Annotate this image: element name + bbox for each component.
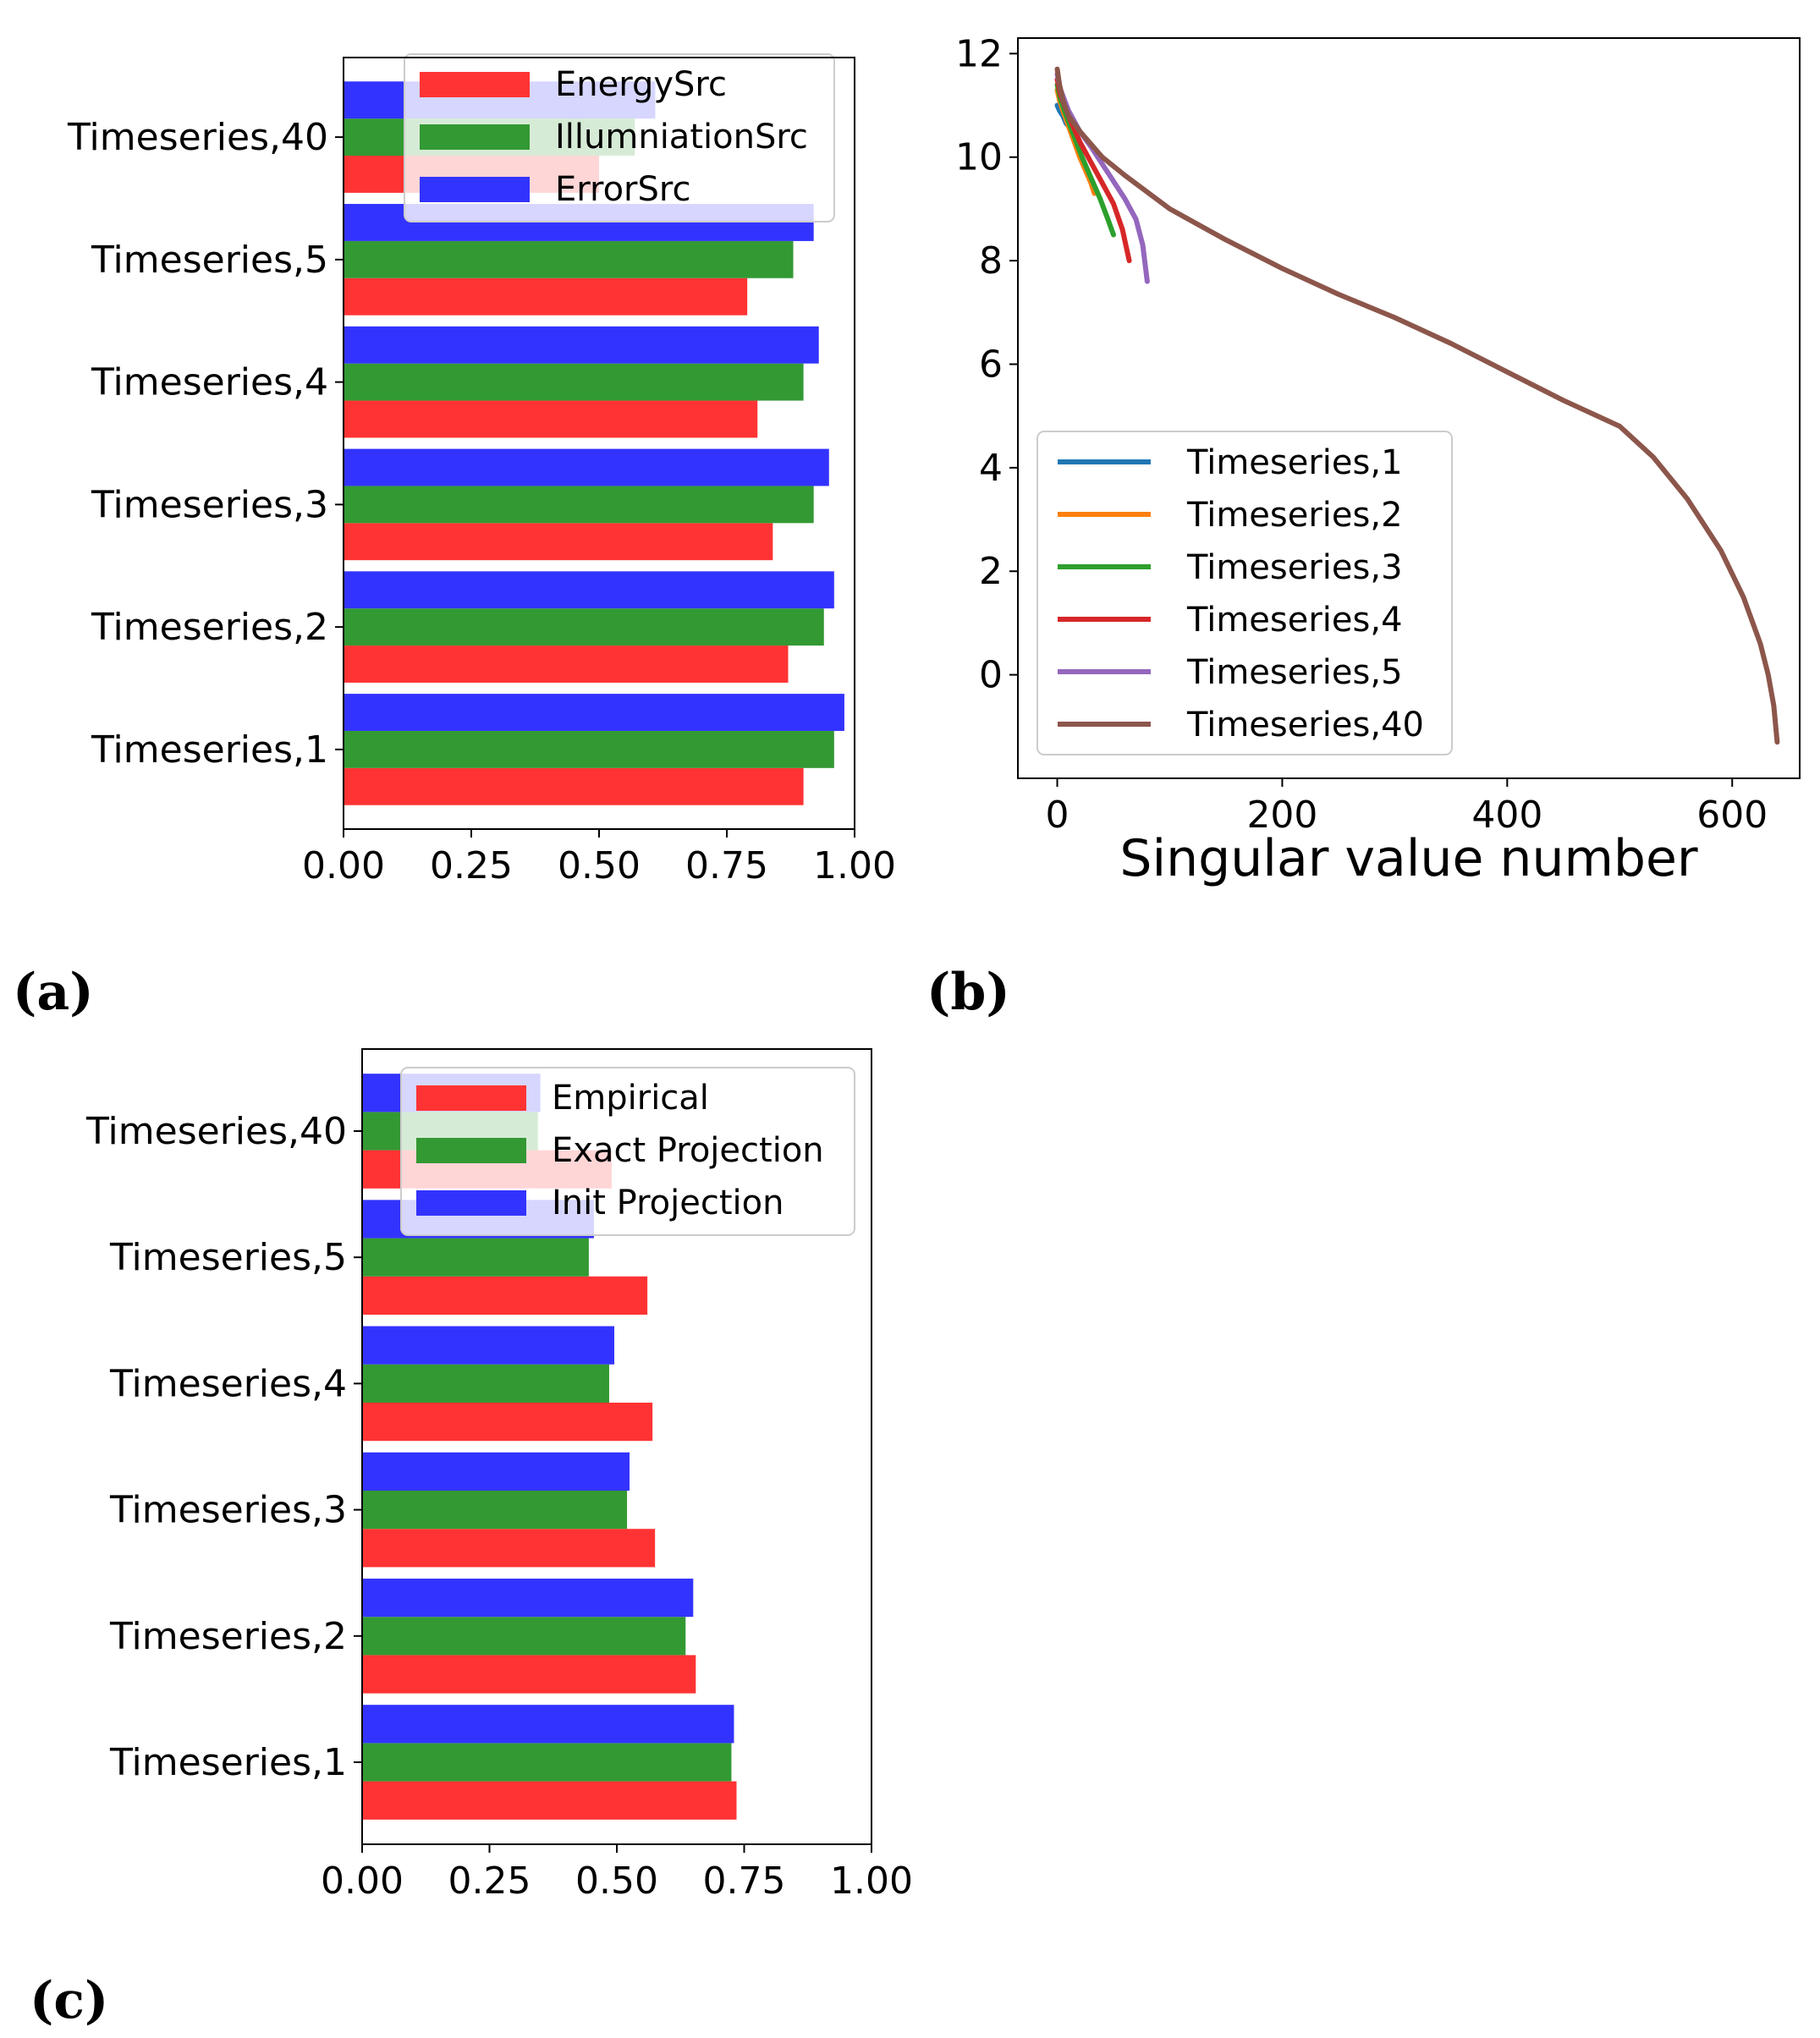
legend-entry: ErrorSrc — [555, 170, 690, 209]
y-tick-label: Timeseries,4 — [91, 361, 328, 404]
bar-illumniationsrc-2 — [344, 608, 824, 646]
bar-exact-projection-2 — [362, 1617, 686, 1656]
x-axis-label: Singular value number — [1119, 829, 1698, 888]
x-tick-label: 0.75 — [685, 844, 768, 887]
legend: EnergySrc IllumniationSrc ErrorSrc — [404, 53, 835, 222]
bar-exact-projection-1 — [362, 1743, 732, 1782]
legend-entry: IllumniationSrc — [555, 118, 808, 157]
bar-energysrc-2 — [344, 645, 789, 683]
bar-illumniationsrc-4 — [344, 363, 804, 401]
y-tick-label: Timeseries,3 — [109, 1489, 347, 1532]
legend-entry: EnergySrc — [555, 65, 727, 104]
bar-energysrc-1 — [344, 767, 804, 805]
legend-swatch — [416, 1190, 526, 1216]
bar-illumniationsrc-1 — [344, 730, 834, 768]
legend-swatch — [420, 124, 530, 150]
y-tick-label: Timeseries,5 — [91, 239, 328, 282]
legend-entry: Timeseries,1 — [1186, 443, 1403, 482]
y-tick-label: Timeseries,1 — [109, 1741, 347, 1784]
y-tick-label: Timeseries,2 — [109, 1615, 347, 1658]
x-tick-label: 0 — [1046, 794, 1069, 837]
bar-empirical-2 — [362, 1655, 696, 1694]
bar-errorsrc-4 — [344, 326, 819, 364]
x-tick-label: 0.50 — [558, 844, 641, 887]
bar-errorsrc-2 — [344, 571, 834, 609]
plot-frame — [1017, 37, 1801, 779]
bar-exact-projection-4 — [362, 1364, 609, 1404]
y-tick-label: 6 — [979, 343, 1003, 386]
legend-swatch — [420, 72, 530, 97]
bar-exact-projection-3 — [362, 1490, 628, 1530]
bar-energysrc-4 — [344, 400, 758, 438]
y-tick-label: Timeseries,40 — [67, 116, 328, 159]
bar-empirical-3 — [362, 1529, 656, 1568]
bar-energysrc-5 — [344, 277, 748, 316]
y-tick-label: Timeseries,40 — [85, 1110, 347, 1153]
bar-errorsrc-3 — [344, 448, 829, 486]
x-tick-label: 400 — [1471, 794, 1542, 837]
legend: Timeseries,1 Timeseries,2 Timeseries,3 Time… — [1036, 431, 1453, 755]
x-tick-label: 0.00 — [302, 844, 385, 887]
bar-empirical-1 — [362, 1781, 737, 1820]
bar-init-projection-4 — [362, 1326, 614, 1365]
legend-swatch — [416, 1085, 526, 1111]
legend-entry: Empirical — [552, 1079, 709, 1118]
bar-illumniationsrc-5 — [344, 240, 794, 278]
y-tick-label: Timeseries,2 — [91, 606, 328, 649]
y-tick-label: 4 — [979, 447, 1003, 490]
legend-entry: Exact Projection — [552, 1131, 824, 1170]
legend-swatch — [420, 177, 530, 202]
x-tick-label: 200 — [1246, 794, 1317, 837]
legend-entry: Timeseries,5 — [1186, 653, 1403, 692]
chart-c: Timeseries,1 Timeseries,2 Timeseries,3 Time… — [85, 1048, 913, 1903]
y-tick-label: Timeseries,3 — [91, 483, 328, 526]
x-tick-label: 0.50 — [575, 1859, 658, 1903]
x-tick-label: 1.00 — [830, 1859, 913, 1903]
y-tick-label: 8 — [979, 239, 1003, 283]
bar-illumniationsrc-3 — [344, 486, 814, 524]
x-tick-label: 600 — [1696, 794, 1768, 837]
bar-errorsrc-1 — [344, 694, 844, 731]
legend-entry: Timeseries,2 — [1186, 496, 1403, 535]
x-tick-label: 0.75 — [703, 1859, 786, 1903]
legend-entry: Init Projection — [552, 1184, 784, 1222]
y-tick-label: 12 — [955, 32, 1003, 75]
chart-b: 0 200 400 600 0 2 4 6 8 10 12 Singular value number… — [955, 32, 1801, 888]
y-tick-label: 2 — [979, 550, 1003, 593]
y-tick-label: Timeseries,1 — [91, 728, 328, 772]
panel-label-a: (a) — [13, 963, 94, 1022]
bar-energysrc-3 — [344, 523, 773, 561]
y-tick-label: 0 — [979, 654, 1003, 697]
y-tick-label: Timeseries,5 — [109, 1236, 347, 1279]
bar-empirical-5 — [362, 1276, 648, 1316]
bar-empirical-4 — [362, 1403, 653, 1442]
x-tick-label: 0.25 — [448, 1859, 531, 1903]
legend: Empirical Exact Projection Init Projection — [400, 1067, 855, 1236]
y-tick-label: Timeseries,4 — [109, 1362, 347, 1405]
y-tick-label: 10 — [955, 136, 1003, 179]
panel-label-c: (c) — [30, 1971, 108, 2030]
bar-init-projection-3 — [362, 1452, 630, 1491]
legend-entry: Timeseries,3 — [1186, 548, 1403, 587]
legend-entry: Timeseries,40 — [1186, 706, 1424, 744]
panel-label-b: (b) — [926, 963, 1010, 1022]
bar-init-projection-2 — [362, 1578, 694, 1618]
bar-init-projection-1 — [362, 1705, 734, 1744]
line-timeseries-40 — [1054, 66, 1780, 745]
chart-a: Timeseries,1 Timeseries,2 Timeseries,3 Time… — [67, 53, 896, 887]
x-tick-label: 1.00 — [813, 844, 896, 887]
x-tick-label: 0.00 — [321, 1859, 404, 1903]
legend-entry: Timeseries,4 — [1186, 601, 1403, 640]
x-tick-label: 0.25 — [430, 844, 513, 887]
bar-exact-projection-5 — [362, 1238, 589, 1277]
legend-swatch — [416, 1138, 526, 1163]
